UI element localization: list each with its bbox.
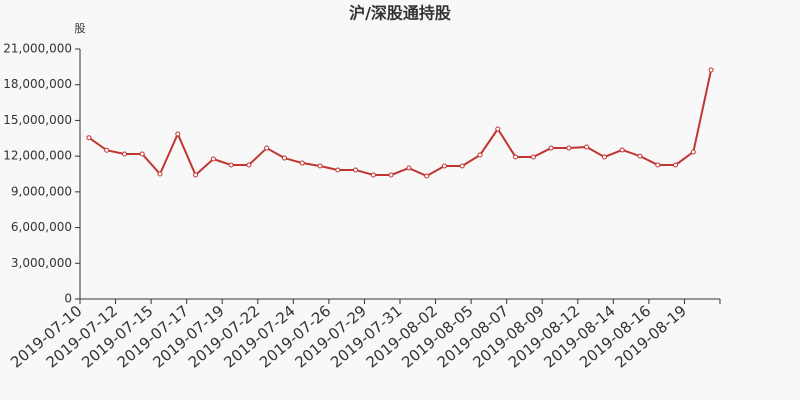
point [175, 131, 181, 137]
point [317, 163, 323, 169]
point [388, 172, 394, 178]
point [121, 151, 127, 157]
point [139, 151, 145, 157]
point [601, 154, 607, 160]
point [335, 167, 341, 173]
point [690, 149, 696, 155]
point [281, 155, 287, 161]
point [477, 152, 483, 158]
point [459, 163, 465, 169]
point [673, 162, 679, 168]
line [88, 69, 713, 178]
y-tick-label: 0 [64, 292, 72, 306]
y-tick-label: 12,000,000 [3, 149, 72, 163]
y-tick-label: 3,000,000 [11, 256, 72, 270]
point [424, 173, 430, 179]
point [619, 147, 625, 153]
point [513, 154, 519, 160]
point [210, 156, 216, 162]
point [104, 147, 110, 153]
point [495, 126, 501, 132]
y-unit: 股 [75, 22, 86, 35]
point [637, 153, 643, 159]
point [708, 67, 714, 73]
point [370, 172, 376, 178]
chart-title: 沪/深股通持股 [349, 4, 452, 23]
y-tick-label: 15,000,000 [3, 113, 72, 127]
point [193, 172, 199, 178]
point [566, 145, 572, 151]
point [530, 154, 536, 160]
y-tick-label: 21,000,000 [3, 42, 72, 56]
point [353, 167, 359, 173]
point [86, 135, 92, 141]
point [441, 163, 447, 169]
point [584, 144, 590, 150]
point [548, 145, 554, 151]
point [228, 162, 234, 168]
y-tick-label: 9,000,000 [11, 184, 72, 198]
point [299, 160, 305, 166]
point [655, 162, 661, 168]
point [264, 145, 270, 151]
y-tick-label: 18,000,000 [3, 77, 72, 91]
point [157, 171, 163, 177]
y-tick-label: 6,000,000 [11, 220, 72, 234]
point [246, 162, 252, 168]
point [406, 165, 412, 171]
